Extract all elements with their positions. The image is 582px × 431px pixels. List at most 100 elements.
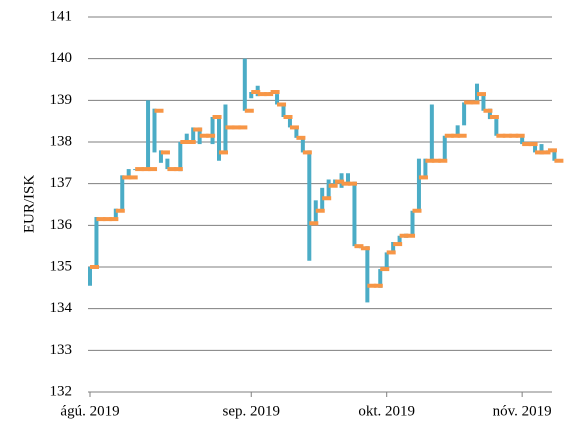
close-mark xyxy=(457,133,467,138)
close-mark xyxy=(289,125,299,130)
close-mark xyxy=(509,133,519,138)
close-mark xyxy=(244,108,254,113)
close-mark xyxy=(128,175,138,180)
high-low-bar xyxy=(275,94,280,105)
high-low-bar xyxy=(462,102,467,126)
close-mark xyxy=(167,167,177,172)
close-mark xyxy=(302,150,312,155)
close-mark xyxy=(373,283,383,288)
close-mark xyxy=(173,167,183,172)
close-mark xyxy=(277,102,287,107)
close-mark xyxy=(219,150,228,155)
close-mark xyxy=(438,158,448,163)
high-low-bar xyxy=(346,173,350,184)
y-tick-label: 132 xyxy=(50,383,73,399)
high-low-bar xyxy=(88,267,92,286)
close-mark xyxy=(444,133,454,138)
close-mark xyxy=(477,92,486,97)
close-mark xyxy=(464,100,474,105)
high-low-bar xyxy=(494,119,499,136)
high-low-bar xyxy=(326,179,331,199)
high-low-bar xyxy=(178,142,183,172)
x-tick-label: ágú. 2019 xyxy=(60,403,119,419)
high-low-bar xyxy=(429,104,434,161)
close-mark xyxy=(115,208,125,213)
high-low-bar xyxy=(410,210,415,236)
high-low-bar xyxy=(520,135,525,145)
close-mark xyxy=(367,283,377,288)
close-mark xyxy=(212,115,222,119)
close-mark xyxy=(470,100,480,105)
close-mark xyxy=(141,167,151,172)
high-low-bar xyxy=(126,169,131,178)
high-low-bar xyxy=(442,135,447,161)
close-mark xyxy=(96,217,106,222)
close-mark xyxy=(257,92,267,97)
close-mark xyxy=(431,158,441,163)
close-mark xyxy=(535,150,545,155)
high-low-bar xyxy=(191,127,196,142)
close-mark xyxy=(399,233,409,238)
high-low-bar xyxy=(165,158,170,170)
close-mark xyxy=(154,108,164,113)
high-low-bar xyxy=(146,100,151,170)
high-low-bar xyxy=(416,158,421,211)
close-mark xyxy=(489,115,499,119)
high-low-bar xyxy=(184,133,189,142)
high-low-bar xyxy=(158,150,163,163)
high-low-bar xyxy=(242,58,247,111)
y-tick-label: 137 xyxy=(50,175,73,191)
close-mark xyxy=(406,233,416,238)
close-mark xyxy=(522,142,532,147)
high-low-bar xyxy=(552,150,557,161)
y-tick-label: 138 xyxy=(50,133,73,149)
close-mark xyxy=(225,125,235,130)
high-low-bar xyxy=(300,137,305,153)
x-tick-label: sep. 2019 xyxy=(223,403,281,419)
close-mark xyxy=(283,115,293,119)
high-low-bar xyxy=(455,125,460,136)
high-low-bar xyxy=(307,150,312,261)
high-low-bar xyxy=(391,242,396,253)
high-low-bar xyxy=(481,94,486,111)
close-mark xyxy=(251,90,261,94)
close-mark xyxy=(412,208,422,213)
close-mark xyxy=(386,250,396,255)
close-mark xyxy=(186,140,196,144)
high-low-bar xyxy=(210,117,215,145)
close-mark xyxy=(483,108,493,113)
close-mark xyxy=(451,133,461,138)
close-mark xyxy=(135,167,145,172)
y-tick-label: 135 xyxy=(50,258,73,274)
high-low-bar xyxy=(533,144,538,153)
close-mark xyxy=(425,158,435,163)
close-mark xyxy=(148,167,158,172)
close-mark xyxy=(547,148,557,153)
high-low-bar xyxy=(217,117,221,161)
y-tick-label: 136 xyxy=(50,217,73,233)
close-mark xyxy=(348,181,357,186)
x-tick-label: nóv. 2019 xyxy=(493,403,552,419)
y-tick-label: 140 xyxy=(50,50,73,66)
close-mark xyxy=(122,175,132,180)
close-mark xyxy=(341,181,351,186)
high-low-bar xyxy=(423,158,428,178)
close-mark xyxy=(554,158,564,163)
close-mark xyxy=(231,125,241,130)
high-low-bar xyxy=(152,108,157,153)
y-axis-label: EUR/ISK xyxy=(21,175,37,234)
close-mark xyxy=(496,133,506,138)
close-mark xyxy=(380,267,390,272)
close-mark xyxy=(193,127,203,132)
high-low-bar xyxy=(365,246,370,303)
close-mark xyxy=(528,142,538,147)
y-tick-label: 134 xyxy=(50,300,73,316)
close-mark xyxy=(296,135,306,140)
close-mark xyxy=(90,265,99,269)
close-mark xyxy=(270,90,280,94)
x-tick-label: okt. 2019 xyxy=(358,403,415,419)
high-low-bar xyxy=(384,252,389,270)
high-low-bar xyxy=(378,269,383,288)
high-low-bar xyxy=(120,175,125,211)
close-mark xyxy=(360,246,370,251)
